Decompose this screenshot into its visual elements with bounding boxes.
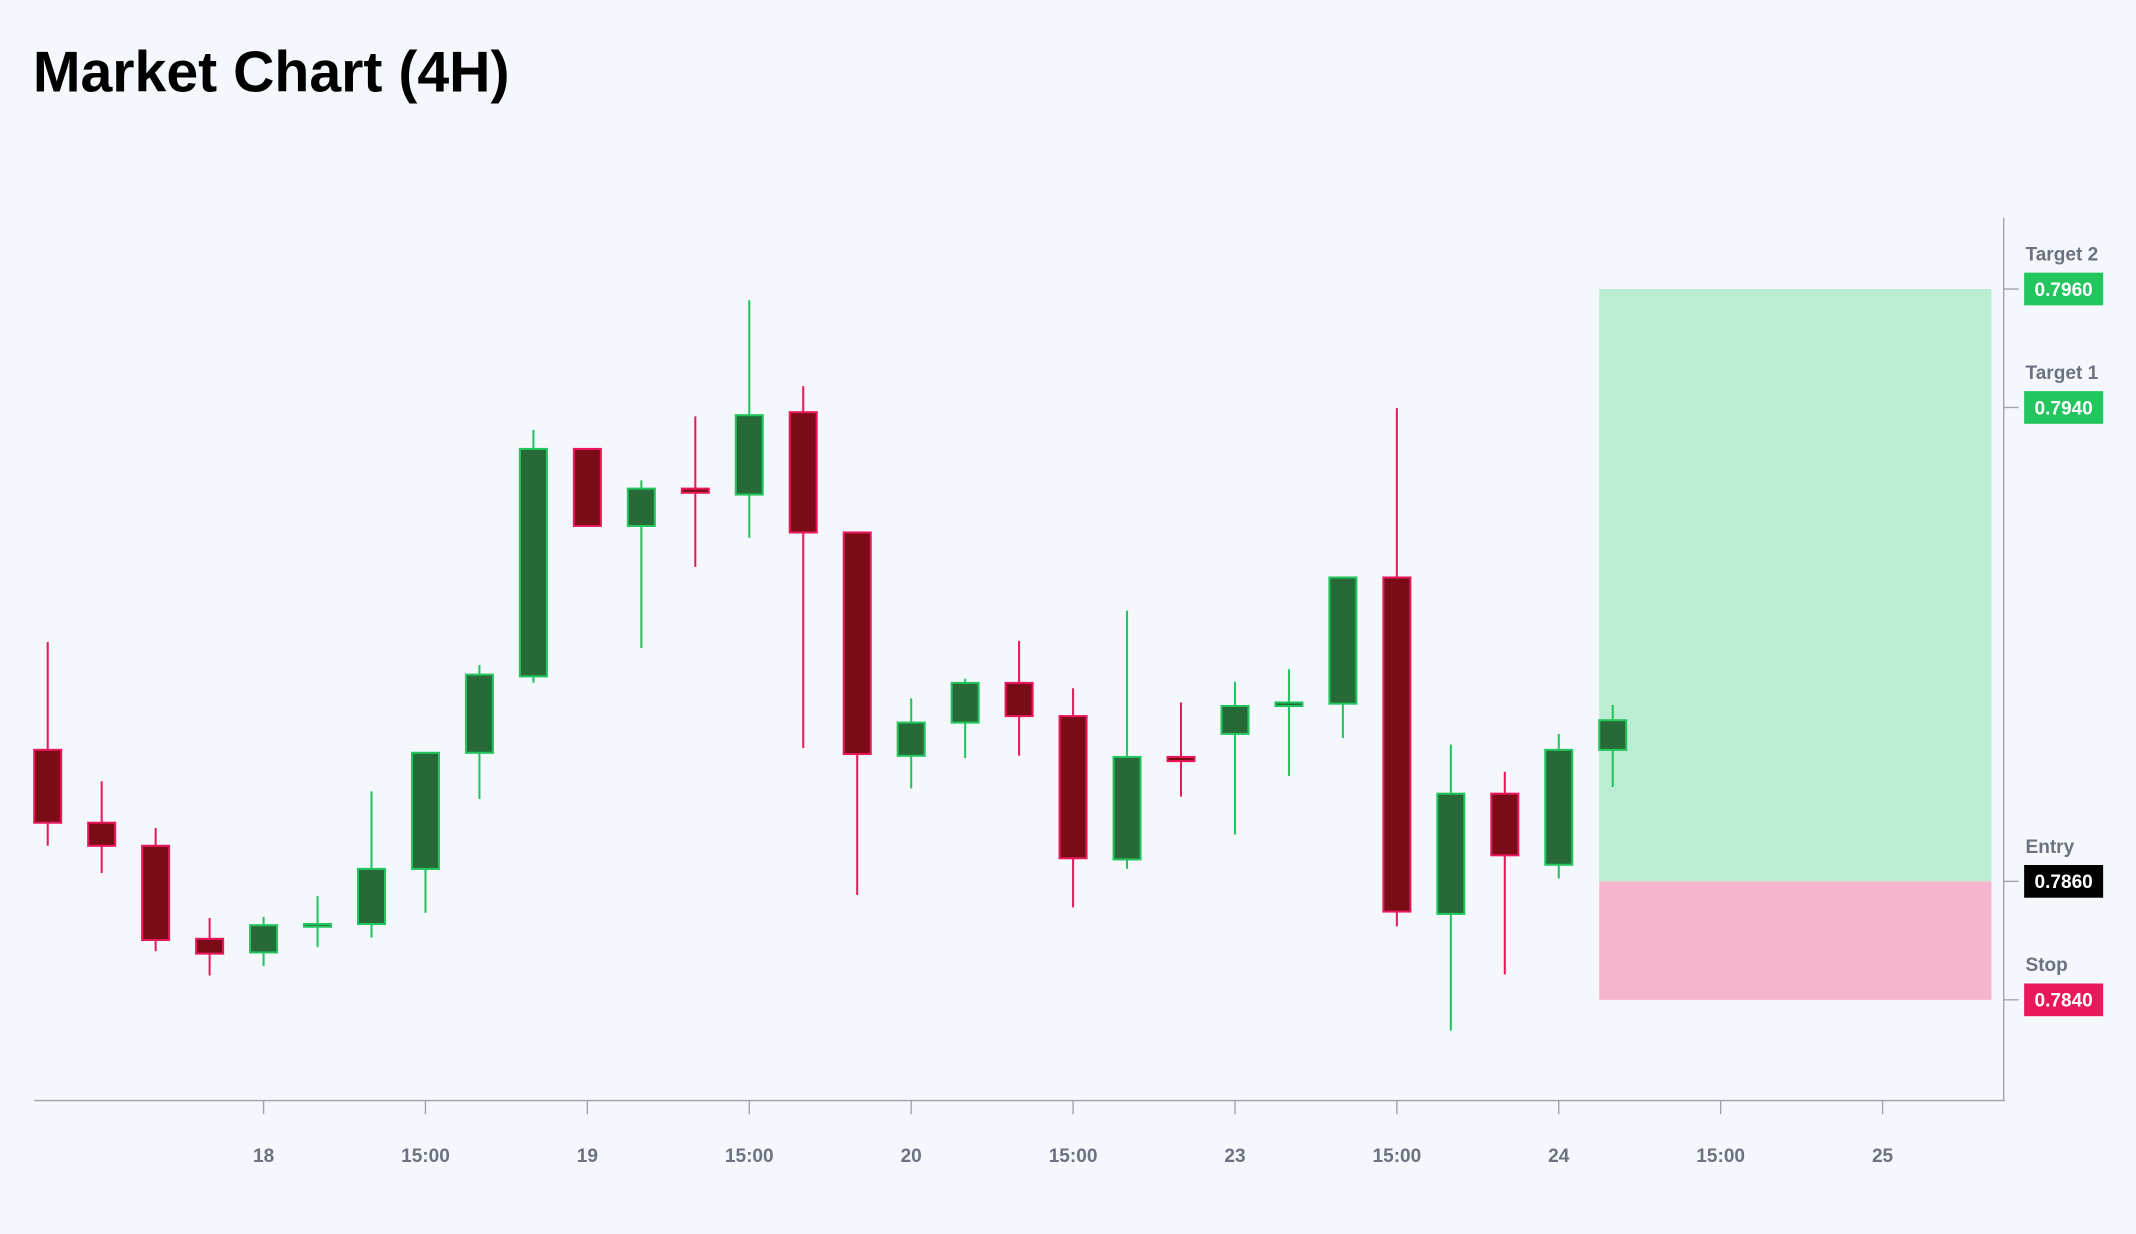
level-name: Entry [2026, 837, 2075, 858]
profit-zone [1599, 289, 1992, 882]
candle-body [680, 487, 710, 494]
x-tick-label: 25 [1872, 1146, 1894, 1167]
candle-body [788, 411, 818, 534]
level-value: 0.7940 [2035, 398, 2093, 419]
level-name: Target 1 [2026, 363, 2099, 384]
x-tick-label: 15:00 [725, 1146, 774, 1167]
candle-body [1112, 755, 1142, 861]
candle-body [1436, 792, 1466, 915]
loss-zone [1599, 881, 1992, 1000]
candle-body [1058, 715, 1088, 860]
candle-body [1220, 704, 1250, 735]
candle-body [626, 487, 656, 527]
level-value: 0.7840 [2035, 991, 2093, 1012]
level-badge [2024, 983, 2104, 1017]
x-tick-label: 24 [1548, 1146, 1570, 1167]
level-name: Stop [2026, 955, 2068, 976]
candle-body [141, 844, 171, 942]
candle-body [896, 721, 926, 757]
candle-body [1544, 748, 1574, 866]
x-tick-label: 18 [253, 1146, 274, 1167]
candle-body [1274, 701, 1304, 708]
level-value: 0.7960 [2035, 280, 2093, 301]
candle-body [303, 922, 333, 928]
candle-body [1328, 576, 1358, 705]
x-tick-label: 15:00 [401, 1146, 450, 1167]
level-badge [2024, 391, 2104, 424]
candle-body [356, 867, 387, 926]
level-name: Target 2 [2026, 244, 2099, 265]
candle-body [249, 924, 279, 954]
chart-title: Market Chart (4H) [33, 40, 510, 104]
candle-body [842, 531, 872, 756]
candle-body [1166, 755, 1196, 763]
candle-body [87, 821, 117, 847]
x-tick-label: 15:00 [1696, 1146, 1745, 1167]
candle-body [1004, 681, 1034, 718]
x-tick-label: 15:00 [1049, 1146, 1098, 1167]
candle-body [518, 447, 548, 678]
level-value: 0.7860 [2035, 872, 2093, 893]
level-badge [2024, 272, 2104, 306]
candle-body [464, 673, 494, 754]
x-tick-label: 19 [577, 1146, 598, 1167]
level-badge [2024, 865, 2104, 898]
x-tick-label: 23 [1224, 1146, 1245, 1167]
candle-body [410, 751, 440, 870]
candle-body [1598, 719, 1628, 751]
candle-body [950, 681, 980, 724]
candle-body [1382, 576, 1412, 913]
x-tick-label: 20 [901, 1146, 922, 1167]
candle-body [734, 414, 764, 496]
candle-body [195, 937, 225, 955]
candle-body [572, 447, 602, 527]
candle-body [33, 748, 63, 824]
candle-body [1490, 792, 1520, 857]
x-tick-label: 15:00 [1373, 1146, 1422, 1167]
